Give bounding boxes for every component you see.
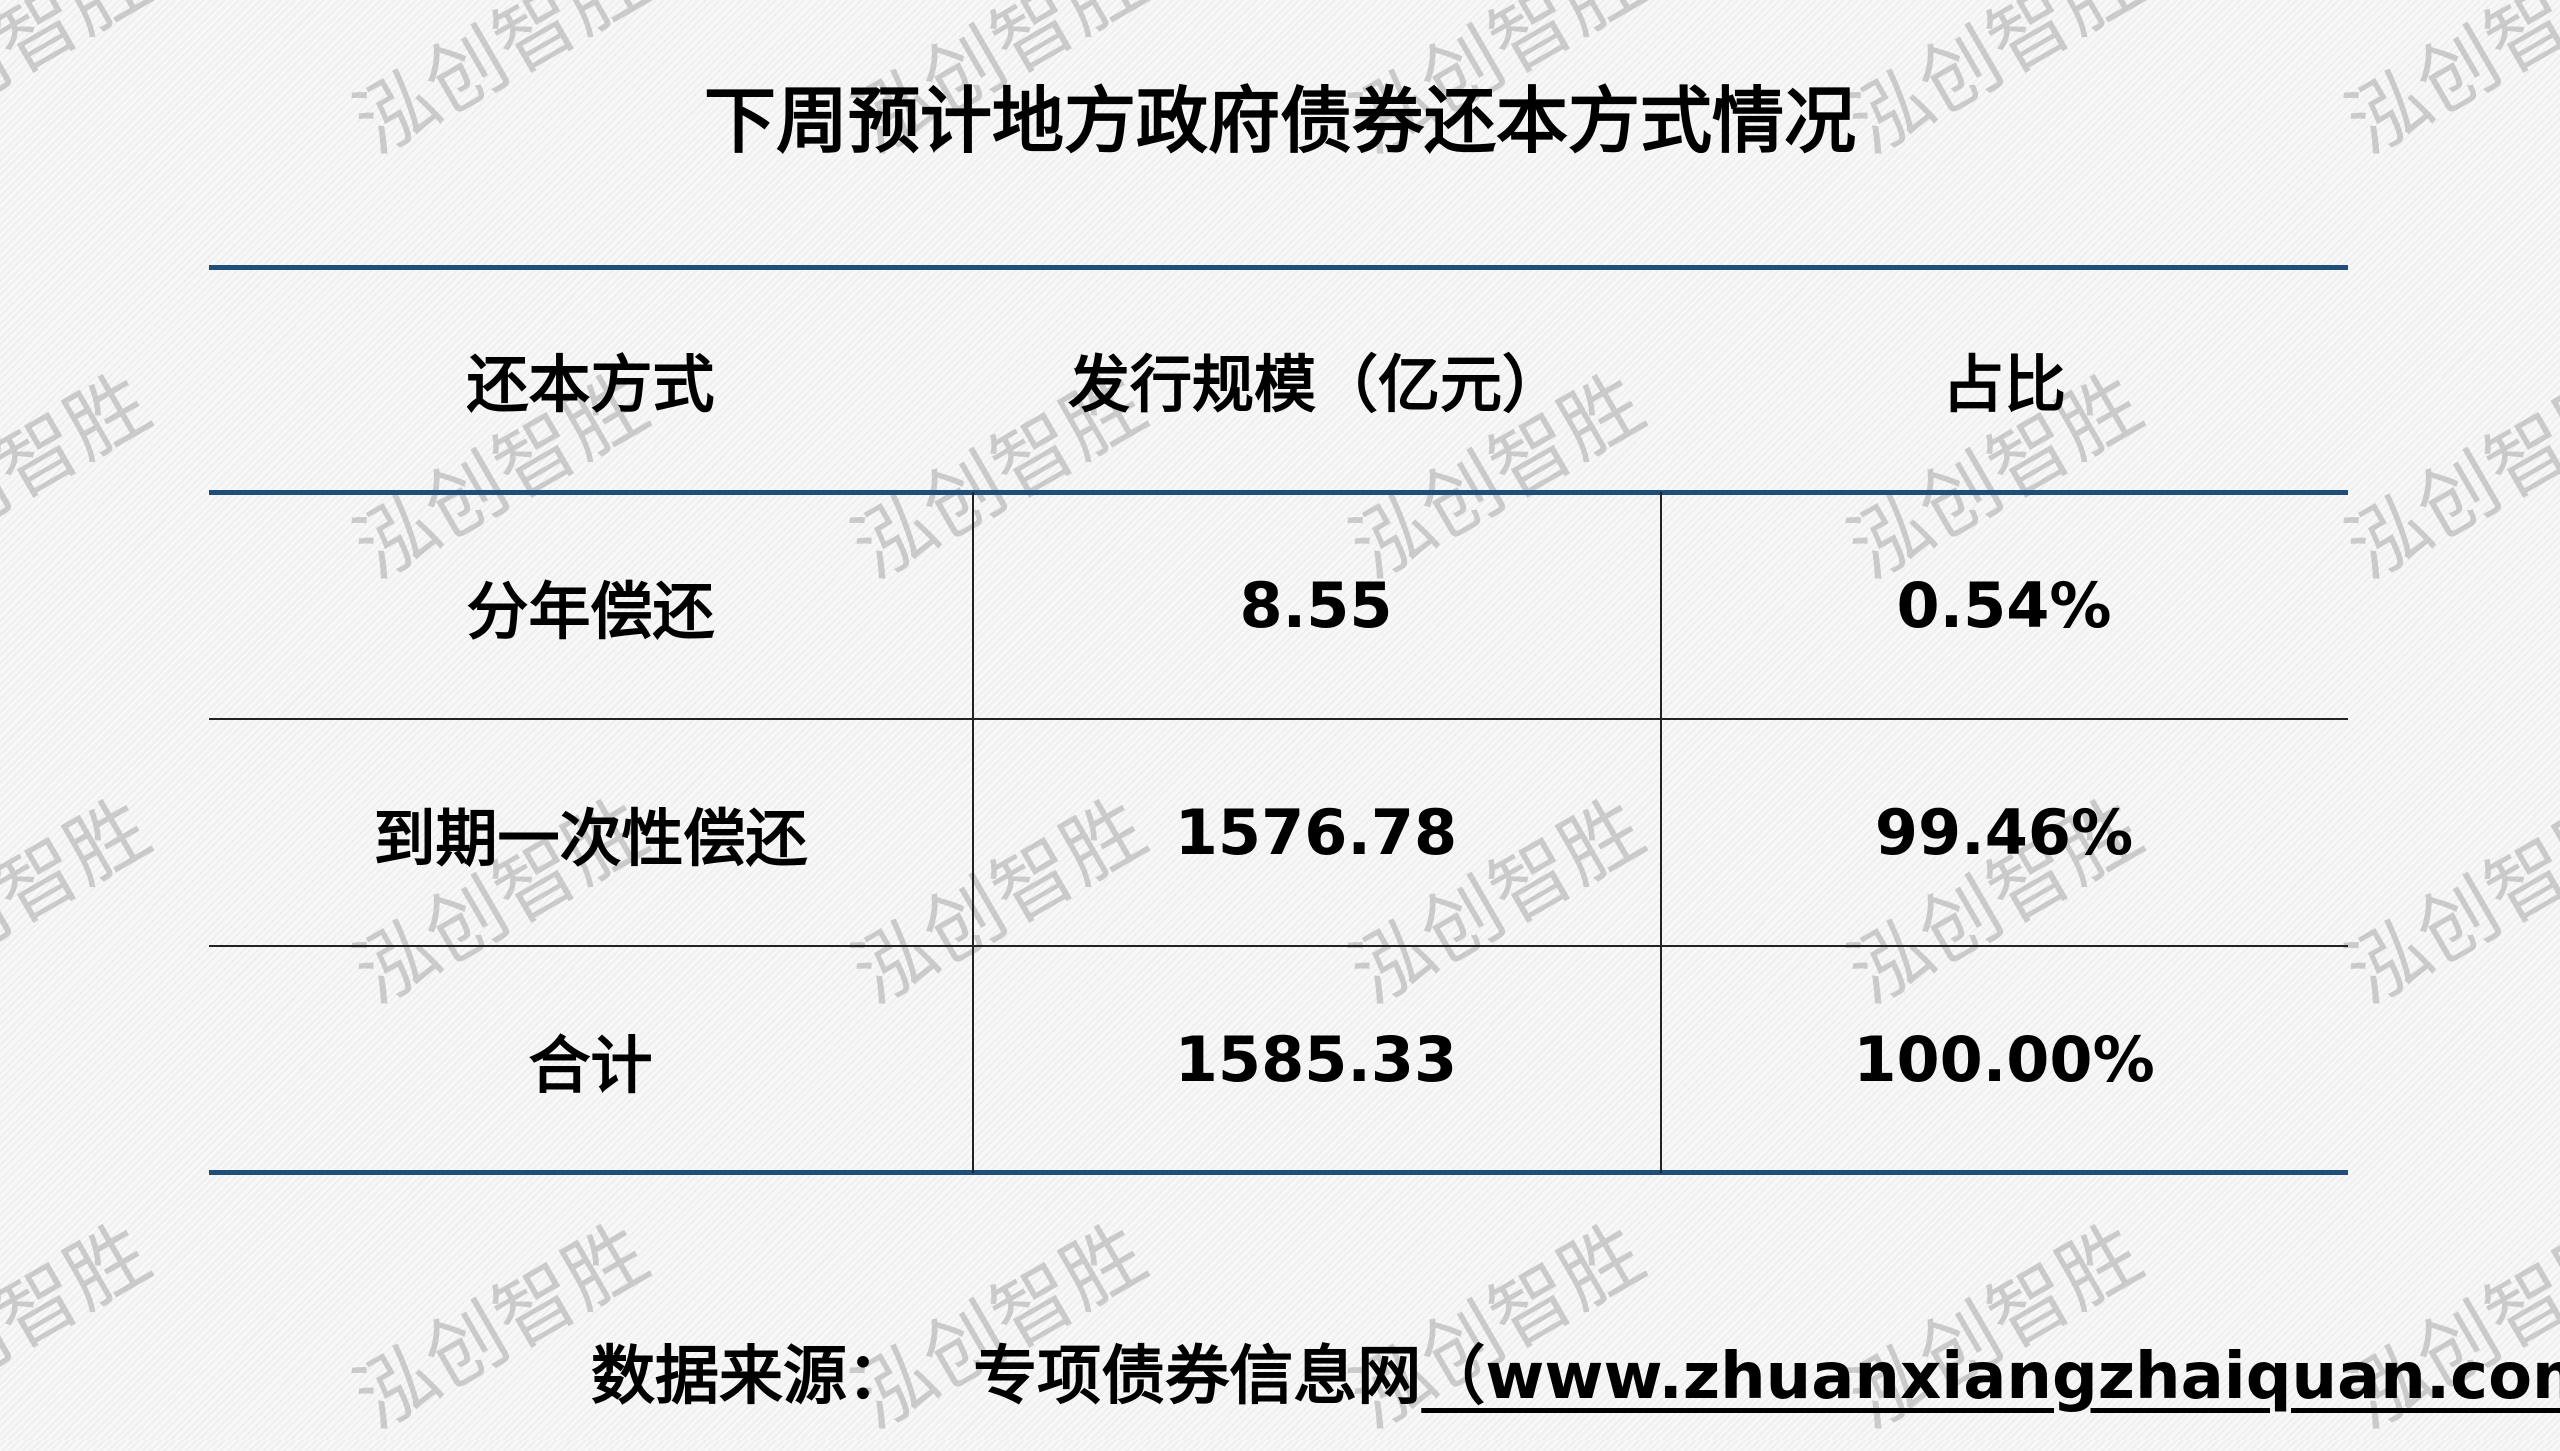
column-divider [1660, 492, 1662, 1173]
watermark: 泓创智胜 [2331, 356, 2560, 597]
row-divider [209, 945, 2348, 947]
table-top-rule [209, 265, 2348, 270]
table-cell: 99.46% [1874, 796, 2134, 869]
table-cell: 0.54% [1896, 569, 2112, 642]
table-cell: 到期一次性偿还 [373, 801, 808, 875]
header-share: 占比 [1941, 347, 2066, 421]
table-bottom-rule [209, 1170, 2348, 1175]
table-cell: 分年偿还 [466, 574, 715, 648]
watermark: 泓创智胜 [0, 1206, 165, 1447]
header-amount: 发行规模（亿元） [1067, 347, 1564, 421]
row-divider [209, 718, 2348, 720]
table-cell: 1576.78 [1174, 796, 1458, 869]
header-method: 还本方式 [466, 347, 715, 421]
watermark: 泓创智胜 [0, 781, 165, 1022]
table-cell: 合计 [528, 1028, 653, 1102]
table-cell: 8.55 [1239, 569, 1393, 642]
table-cell: 100.00% [1853, 1023, 2155, 1096]
column-divider [972, 492, 974, 1173]
header-rule [209, 490, 2348, 495]
data-table: 还本方式 发行规模（亿元） 占比 分年偿还 8.55 0.54% 到期一次性偿还… [209, 265, 2348, 1175]
source-url-link[interactable]: （www.zhuanxiangzhaiquan.com） [1421, 1340, 2560, 1414]
data-source: 数据来源： 专项债券信息网（www.zhuanxiangzhaiquan.com… [591, 1325, 2560, 1417]
source-label: 数据来源： [591, 1340, 911, 1414]
watermark: 泓创智胜 [2331, 781, 2560, 1022]
source-name: 专项债券信息网 [973, 1340, 1422, 1414]
page-title: 下周预计地方政府债券还本方式情况 [703, 79, 1856, 163]
table-cell: 1585.33 [1174, 1023, 1458, 1096]
watermark: 泓创智胜 [0, 356, 165, 597]
